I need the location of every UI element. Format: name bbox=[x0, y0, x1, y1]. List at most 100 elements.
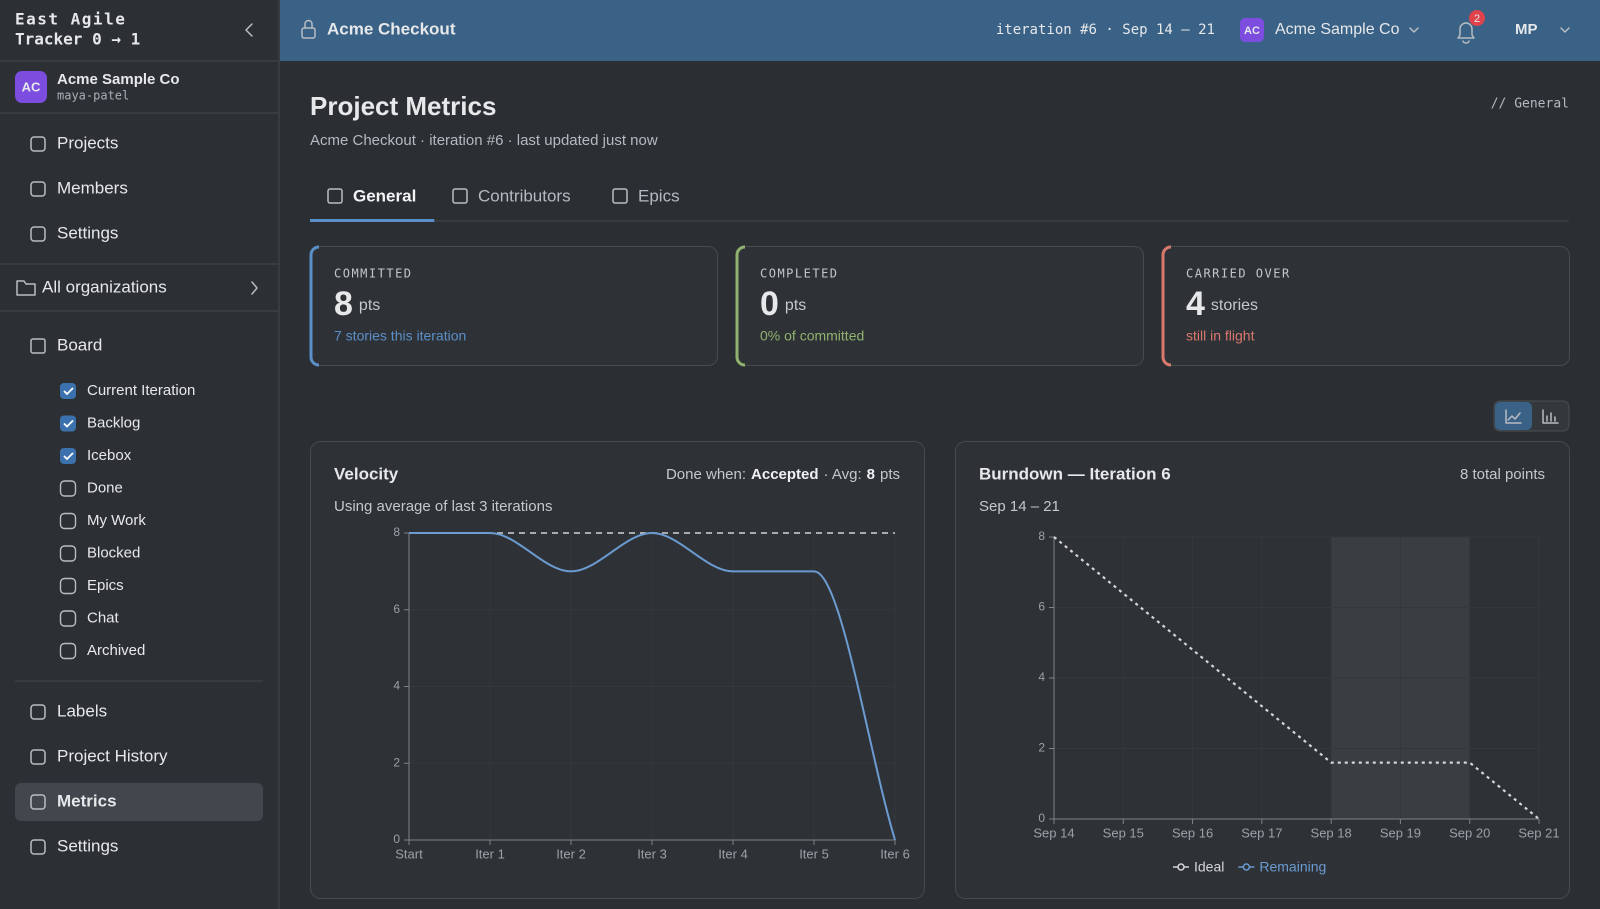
checkbox[interactable] bbox=[60, 448, 76, 464]
x-tick-label: Iter 2 bbox=[556, 846, 586, 861]
chart-meta-part: · Avg: bbox=[824, 466, 862, 483]
notification-badge bbox=[1469, 10, 1485, 26]
card-label: CARRIED OVER bbox=[1186, 267, 1291, 281]
tab[interactable]: Epics bbox=[638, 186, 680, 205]
x-tick-label: Sep 17 bbox=[1241, 825, 1282, 840]
y-tick-label: 6 bbox=[1038, 600, 1045, 614]
nav-item[interactable]: Settings bbox=[57, 836, 118, 855]
filter-label: Blocked bbox=[87, 544, 140, 561]
org-initials: AC bbox=[22, 79, 41, 94]
tab-underline bbox=[310, 219, 435, 222]
line-toggle[interactable] bbox=[1495, 402, 1532, 430]
bar-icon[interactable] bbox=[1542, 409, 1559, 424]
series-line bbox=[1053, 536, 1540, 820]
y-tick-label: 4 bbox=[393, 679, 400, 693]
collapse-button[interactable] bbox=[245, 23, 253, 37]
folder-icon bbox=[16, 280, 36, 296]
active-nav bbox=[15, 783, 263, 821]
chart-meta: 8 total points bbox=[1460, 466, 1545, 483]
chart-subtitle: Using average of last 3 iterations bbox=[334, 498, 552, 515]
filter-label: Done bbox=[87, 479, 123, 496]
chevron bbox=[1409, 27, 1419, 33]
x-tick-label: Sep 14 bbox=[1033, 825, 1074, 840]
card-label: COMPLETED bbox=[760, 267, 839, 281]
iteration: iteration #6 · Sep 14 – 21 bbox=[996, 22, 1215, 38]
x-tick-label: Sep 20 bbox=[1449, 825, 1490, 840]
chart-title: Velocity bbox=[334, 464, 399, 483]
nav-item[interactable]: Settings bbox=[57, 223, 118, 242]
tab-icon bbox=[612, 188, 628, 204]
org-switcher[interactable]: Acme Sample Co bbox=[1275, 21, 1400, 38]
x-tick-label: Sep 15 bbox=[1103, 825, 1144, 840]
nav-icon bbox=[30, 704, 46, 720]
breadcrumb: // General bbox=[1491, 97, 1569, 112]
user-menu[interactable]: MP bbox=[1515, 21, 1538, 38]
card-value: 8 pts bbox=[334, 285, 380, 323]
org-initials: AC bbox=[1244, 25, 1260, 37]
y-tick-label: 0 bbox=[1038, 811, 1045, 825]
org-name[interactable]: Acme Sample Co bbox=[57, 71, 180, 88]
checkmark bbox=[63, 419, 74, 428]
nav-item[interactable]: Members bbox=[57, 178, 128, 197]
chart-meta-part: pts bbox=[880, 466, 900, 483]
series-line bbox=[409, 531, 896, 841]
card-accent bbox=[309, 245, 319, 367]
filter-label: Backlog bbox=[87, 414, 140, 431]
checkbox[interactable] bbox=[59, 545, 77, 562]
card-unit: pts bbox=[359, 297, 380, 314]
checkbox[interactable] bbox=[59, 480, 77, 497]
card-unit: stories bbox=[1211, 297, 1258, 314]
nav-item[interactable]: Metrics bbox=[57, 791, 117, 810]
y-tick-label: 8 bbox=[1038, 529, 1045, 543]
card-value: 4 stories bbox=[1186, 285, 1258, 323]
y-tick-label: 2 bbox=[1038, 741, 1045, 755]
checkbox[interactable] bbox=[60, 415, 76, 432]
x-tick-label: Iter 6 bbox=[880, 846, 910, 861]
all-organizations[interactable]: All organizations bbox=[42, 277, 167, 296]
nav-icon bbox=[30, 839, 46, 855]
legend-swatch bbox=[1242, 863, 1251, 871]
nav-icon bbox=[30, 136, 46, 152]
brand: East Agile bbox=[15, 10, 126, 29]
chart-meta-part: Done when: bbox=[666, 466, 746, 483]
chart-title: Burndown — Iteration 6 bbox=[979, 464, 1171, 483]
x-tick-label: Iter 1 bbox=[475, 846, 505, 861]
page-title: Project Metrics bbox=[310, 91, 496, 121]
org-avatar bbox=[1240, 18, 1264, 42]
bell-icon[interactable] bbox=[1457, 22, 1475, 44]
chart-meta-part: 8 bbox=[867, 466, 875, 483]
project-name[interactable]: Acme Checkout bbox=[327, 19, 456, 38]
y-tick-label: 6 bbox=[393, 602, 400, 616]
checkbox[interactable] bbox=[59, 610, 77, 627]
legend-label[interactable]: Remaining bbox=[1259, 859, 1326, 875]
x-tick-label: Sep 16 bbox=[1172, 825, 1213, 840]
org-avatar bbox=[15, 71, 47, 103]
y-tick-label: 8 bbox=[393, 525, 400, 539]
card-number: 4 bbox=[1186, 285, 1205, 323]
board-heading[interactable]: Board bbox=[57, 335, 102, 354]
line-icon bbox=[1505, 409, 1522, 424]
brand: Tracker 0 → 1 bbox=[15, 30, 140, 49]
x-tick-label: Sep 21 bbox=[1518, 825, 1559, 840]
nav-item[interactable]: Projects bbox=[57, 133, 118, 152]
checkbox[interactable] bbox=[59, 512, 77, 530]
card-number: 8 bbox=[334, 285, 353, 323]
checkbox[interactable] bbox=[59, 642, 77, 660]
checkmark bbox=[63, 387, 74, 396]
nav-item[interactable]: Labels bbox=[57, 701, 107, 720]
nav-item[interactable]: Project History bbox=[57, 746, 168, 765]
legend-label[interactable]: Ideal bbox=[1194, 859, 1224, 875]
tab[interactable]: General bbox=[353, 186, 416, 205]
card-label: COMMITTED bbox=[334, 267, 413, 281]
checkbox[interactable] bbox=[60, 383, 76, 399]
tab[interactable]: Contributors bbox=[478, 186, 571, 205]
chevron bbox=[251, 281, 258, 295]
nav-icon bbox=[30, 226, 46, 242]
card-accent bbox=[735, 245, 745, 367]
y-tick-label: 0 bbox=[393, 832, 400, 846]
x-tick-label: Start bbox=[395, 846, 423, 861]
nav-icon bbox=[30, 749, 46, 765]
checkbox[interactable] bbox=[59, 577, 77, 595]
velocity-card bbox=[310, 441, 925, 899]
